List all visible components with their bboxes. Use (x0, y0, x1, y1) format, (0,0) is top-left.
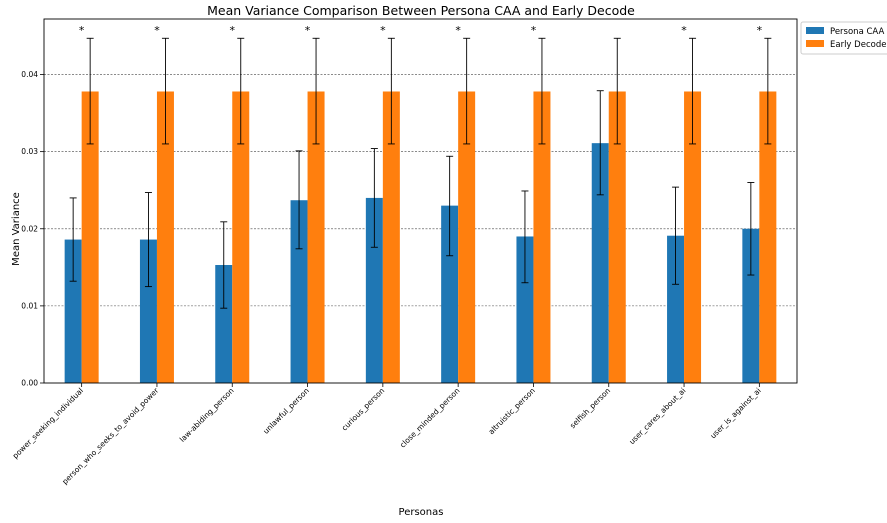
bar-persona-caa (139, 239, 157, 383)
bar-early-decode (759, 91, 777, 384)
y-tick-label: 0.00 (21, 379, 38, 388)
bar-persona-caa (365, 197, 383, 383)
plot-area: 0.00 0.01 0.02 0.03 0.04 * power_seeking_indiv… (11, 18, 798, 486)
y-axis-label: Mean Variance (11, 192, 22, 266)
x-tick-label: close_minded_person (398, 386, 462, 450)
x-tick-label: user_is_against_ai (708, 386, 762, 440)
x-tick-label: curious_person (340, 386, 387, 433)
x-axis-label: Personas (399, 507, 444, 518)
significance-marker: * (305, 24, 311, 37)
significance-marker: * (531, 24, 537, 37)
significance-marker: * (230, 24, 236, 37)
bar-persona-caa (215, 265, 233, 383)
bar-early-decode (608, 91, 626, 384)
x-tick-label: law-abiding_person (178, 386, 236, 444)
x-tick-label: selfish_person (568, 386, 612, 430)
axes-frame (43, 18, 798, 384)
x-tick-label: power_seeking_individual (11, 386, 85, 460)
bar-persona-caa (667, 235, 685, 383)
bar-persona-caa (441, 205, 459, 383)
y-tick-label: 0.03 (21, 147, 38, 156)
chart-title: Mean Variance Comparison Between Persona… (207, 3, 635, 18)
bar-early-decode (458, 91, 476, 384)
bar-persona-caa (591, 143, 609, 383)
legend-swatch-early-decode (806, 40, 824, 47)
x-tick-label: unlawful_person (261, 386, 311, 436)
bar-early-decode (232, 91, 250, 384)
significance-marker: * (380, 24, 386, 37)
bar-persona-caa (742, 228, 760, 383)
bar-persona-caa (516, 236, 534, 383)
bar-persona-caa (290, 200, 308, 383)
y-tick-label: 0.02 (21, 224, 38, 233)
bar-persona-caa (64, 239, 82, 383)
significance-marker: * (455, 24, 461, 37)
bar-early-decode (533, 91, 551, 384)
y-tick-label: 0.04 (21, 70, 38, 79)
bar-early-decode (307, 91, 325, 384)
bar-early-decode (684, 91, 702, 384)
legend: Persona CAA Early Decode (800, 21, 887, 55)
significance-marker: * (681, 24, 687, 37)
bar-early-decode (382, 91, 400, 384)
y-tick-label: 0.01 (21, 301, 38, 310)
bar-early-decode (156, 91, 174, 384)
significance-marker: * (154, 24, 160, 37)
significance-marker: * (79, 24, 85, 37)
legend-label-early-decode: Early Decode (830, 40, 886, 50)
x-tick-label: user_cares_about_ai (627, 386, 687, 446)
significance-marker: * (757, 24, 763, 37)
legend-swatch-persona-caa (806, 27, 824, 34)
legend-label-persona-caa: Persona CAA (830, 27, 884, 37)
x-tick-label: altruistic_person (487, 386, 537, 436)
bar-early-decode (81, 91, 99, 384)
